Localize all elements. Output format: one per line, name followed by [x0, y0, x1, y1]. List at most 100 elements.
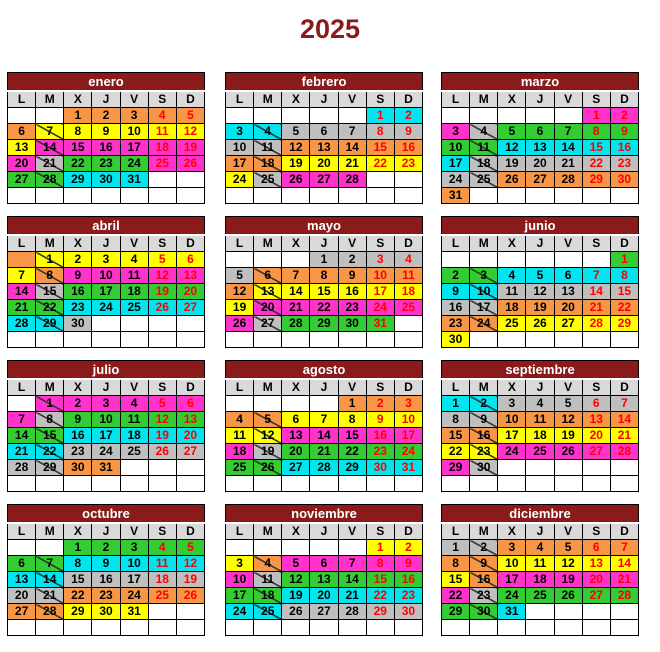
day-cell[interactable]: 21: [309, 443, 339, 460]
day-cell[interactable]: 28: [35, 603, 65, 620]
day-cell[interactable]: 16: [393, 571, 424, 588]
day-cell[interactable]: 8: [365, 555, 395, 572]
day-cell[interactable]: 31: [119, 171, 149, 188]
day-cell[interactable]: 8: [337, 411, 367, 428]
day-cell[interactable]: 7: [553, 123, 583, 140]
day-cell[interactable]: 2: [63, 251, 93, 268]
day-cell[interactable]: 9: [440, 283, 471, 300]
day-cell[interactable]: 9: [91, 555, 121, 572]
day-cell[interactable]: 15: [35, 283, 65, 300]
day-cell[interactable]: 16: [393, 139, 424, 156]
day-cell[interactable]: 9: [393, 123, 424, 140]
day-cell[interactable]: 9: [63, 267, 93, 284]
day-cell[interactable]: 15: [35, 427, 65, 444]
day-cell[interactable]: 15: [337, 427, 367, 444]
day-cell[interactable]: 14: [6, 283, 37, 300]
day-cell[interactable]: 17: [440, 155, 471, 172]
day-cell[interactable]: 5: [281, 123, 311, 140]
day-cell[interactable]: 11: [525, 555, 555, 572]
day-cell[interactable]: 22: [35, 443, 65, 460]
day-cell[interactable]: 8: [440, 411, 471, 428]
day-cell[interactable]: 24: [469, 315, 499, 332]
day-cell[interactable]: 16: [365, 427, 395, 444]
day-cell[interactable]: 5: [497, 123, 527, 140]
day-cell[interactable]: 14: [581, 283, 611, 300]
day-cell[interactable]: 20: [309, 155, 339, 172]
day-cell[interactable]: 1: [365, 539, 395, 556]
day-cell[interactable]: 13: [525, 139, 555, 156]
day-cell[interactable]: 24: [224, 171, 255, 188]
day-cell[interactable]: 1: [63, 539, 93, 556]
day-cell[interactable]: 26: [253, 459, 283, 476]
day-cell[interactable]: 2: [609, 107, 640, 124]
day-cell[interactable]: 21: [609, 571, 640, 588]
day-cell[interactable]: 31: [497, 603, 527, 620]
day-cell[interactable]: 13: [581, 411, 611, 428]
day-cell[interactable]: 25: [224, 459, 255, 476]
day-cell[interactable]: 17: [119, 139, 149, 156]
day-cell[interactable]: 2: [393, 539, 424, 556]
day-cell[interactable]: 23: [609, 155, 640, 172]
day-cell[interactable]: 23: [91, 587, 121, 604]
day-cell[interactable]: 23: [469, 587, 499, 604]
day-cell[interactable]: 10: [119, 123, 149, 140]
day-cell[interactable]: 2: [337, 251, 367, 268]
day-cell[interactable]: 13: [175, 267, 206, 284]
day-cell[interactable]: 2: [440, 267, 471, 284]
day-cell[interactable]: 16: [63, 427, 93, 444]
day-cell[interactable]: 31: [393, 459, 424, 476]
day-cell[interactable]: 28: [553, 171, 583, 188]
day-cell[interactable]: 10: [497, 411, 527, 428]
day-cell[interactable]: 19: [224, 299, 255, 316]
day-cell[interactable]: 24: [497, 587, 527, 604]
day-cell[interactable]: 10: [119, 555, 149, 572]
day-cell[interactable]: 4: [147, 107, 177, 124]
day-cell[interactable]: 18: [119, 427, 149, 444]
day-cell[interactable]: 27: [175, 443, 206, 460]
day-cell[interactable]: 29: [337, 459, 367, 476]
day-cell[interactable]: 14: [309, 427, 339, 444]
day-cell[interactable]: 24: [224, 603, 255, 620]
day-cell[interactable]: 2: [393, 107, 424, 124]
day-cell[interactable]: 17: [91, 427, 121, 444]
day-cell[interactable]: 19: [553, 571, 583, 588]
day-cell[interactable]: 21: [35, 155, 65, 172]
day-cell[interactable]: 3: [469, 267, 499, 284]
day-cell[interactable]: 11: [253, 139, 283, 156]
day-cell[interactable]: 29: [63, 171, 93, 188]
day-cell[interactable]: 19: [175, 571, 206, 588]
day-cell[interactable]: 14: [553, 139, 583, 156]
day-cell[interactable]: 10: [393, 411, 424, 428]
day-cell[interactable]: 28: [609, 587, 640, 604]
day-cell[interactable]: 13: [309, 139, 339, 156]
day-cell[interactable]: 24: [393, 443, 424, 460]
day-cell[interactable]: 19: [553, 427, 583, 444]
day-cell[interactable]: 18: [224, 443, 255, 460]
day-cell[interactable]: 6: [525, 123, 555, 140]
day-cell[interactable]: 22: [440, 443, 471, 460]
day-cell[interactable]: 15: [365, 139, 395, 156]
day-cell[interactable]: 9: [609, 123, 640, 140]
day-cell[interactable]: 12: [553, 411, 583, 428]
day-cell[interactable]: 18: [253, 587, 283, 604]
day-cell[interactable]: 3: [497, 539, 527, 556]
day-cell[interactable]: 7: [337, 123, 367, 140]
day-cell[interactable]: 30: [337, 315, 367, 332]
day-cell[interactable]: 18: [119, 283, 149, 300]
day-cell[interactable]: 10: [224, 571, 255, 588]
day-cell[interactable]: 25: [525, 443, 555, 460]
day-cell[interactable]: 28: [6, 315, 37, 332]
day-cell[interactable]: 30: [91, 171, 121, 188]
day-cell[interactable]: 8: [440, 555, 471, 572]
day-cell[interactable]: 31: [91, 459, 121, 476]
day-cell[interactable]: 14: [35, 571, 65, 588]
day-cell[interactable]: 18: [525, 427, 555, 444]
day-cell[interactable]: 20: [553, 299, 583, 316]
day-cell[interactable]: 7: [609, 539, 640, 556]
day-cell[interactable]: 26: [147, 299, 177, 316]
day-cell[interactable]: 3: [224, 555, 255, 572]
day-cell[interactable]: 11: [525, 411, 555, 428]
day-cell[interactable]: 25: [525, 587, 555, 604]
day-cell[interactable]: 27: [309, 171, 339, 188]
day-cell[interactable]: 25: [253, 171, 283, 188]
